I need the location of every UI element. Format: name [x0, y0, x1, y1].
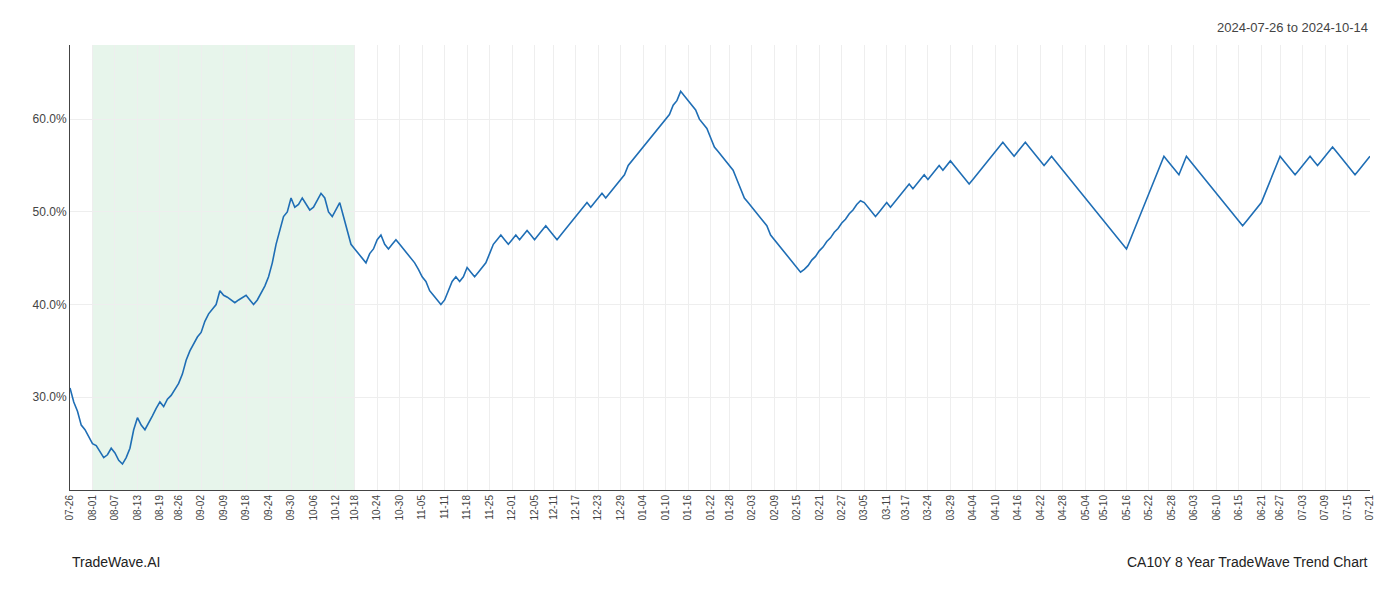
svg-text:12-05: 12-05 [529, 495, 540, 521]
svg-text:10-12: 10-12 [330, 495, 341, 521]
svg-text:11-18: 11-18 [461, 495, 472, 520]
svg-text:01-22: 01-22 [705, 495, 716, 521]
svg-text:02-21: 02-21 [814, 495, 825, 521]
svg-text:2024-07-26 to 2024-10-14: 2024-07-26 to 2024-10-14 [1217, 20, 1368, 35]
svg-text:05-16: 05-16 [1121, 495, 1132, 521]
svg-text:12-01: 12-01 [506, 495, 517, 521]
svg-text:04-04: 04-04 [967, 495, 978, 521]
svg-text:03-11: 03-11 [881, 495, 892, 520]
svg-text:06-15: 06-15 [1233, 495, 1244, 521]
svg-text:08-26: 08-26 [173, 495, 184, 521]
svg-text:01-28: 01-28 [724, 495, 735, 521]
svg-text:07-15: 07-15 [1342, 495, 1353, 521]
svg-text:10-06: 10-06 [308, 495, 319, 521]
svg-text:06-21: 06-21 [1256, 495, 1267, 521]
svg-text:11-11: 11-11 [439, 495, 450, 520]
svg-text:07-21: 07-21 [1364, 495, 1375, 521]
svg-text:04-22: 04-22 [1035, 495, 1046, 521]
svg-text:60.0%: 60.0% [33, 112, 67, 126]
svg-text:08-13: 08-13 [132, 495, 143, 521]
svg-text:07-09: 07-09 [1319, 495, 1330, 521]
svg-text:02-15: 02-15 [791, 495, 802, 521]
svg-text:03-24: 03-24 [922, 495, 933, 521]
svg-text:01-04: 01-04 [637, 495, 648, 521]
svg-text:07-26: 07-26 [64, 495, 75, 521]
svg-text:09-18: 09-18 [240, 495, 251, 521]
svg-text:40.0%: 40.0% [33, 298, 67, 312]
svg-text:02-09: 02-09 [769, 495, 780, 521]
svg-text:04-28: 04-28 [1057, 495, 1068, 521]
svg-text:02-27: 02-27 [836, 495, 847, 521]
svg-text:05-10: 05-10 [1098, 495, 1109, 521]
svg-text:03-29: 03-29 [945, 495, 956, 521]
svg-text:05-28: 05-28 [1166, 495, 1177, 521]
svg-text:08-07: 08-07 [109, 495, 120, 521]
svg-text:08-01: 08-01 [87, 495, 98, 521]
svg-text:10-18: 10-18 [349, 495, 360, 521]
svg-text:TradeWave.AI: TradeWave.AI [72, 554, 160, 570]
svg-text:06-27: 06-27 [1274, 495, 1285, 521]
svg-text:30.0%: 30.0% [33, 390, 67, 404]
svg-text:12-29: 12-29 [615, 495, 626, 521]
svg-text:02-03: 02-03 [746, 495, 757, 521]
svg-text:09-24: 09-24 [263, 495, 274, 521]
svg-text:03-05: 03-05 [858, 495, 869, 521]
svg-text:09-30: 09-30 [285, 495, 296, 521]
svg-text:04-16: 04-16 [1012, 495, 1023, 521]
svg-text:10-24: 10-24 [371, 495, 382, 521]
svg-text:11-25: 11-25 [484, 495, 495, 520]
svg-text:50.0%: 50.0% [33, 205, 67, 219]
svg-text:01-10: 01-10 [660, 495, 671, 521]
svg-text:09-02: 09-02 [195, 495, 206, 521]
svg-text:12-11: 12-11 [548, 495, 559, 520]
svg-text:12-17: 12-17 [570, 495, 581, 521]
svg-text:10-30: 10-30 [394, 495, 405, 521]
svg-text:12-23: 12-23 [592, 495, 603, 521]
svg-text:05-04: 05-04 [1080, 495, 1091, 521]
svg-text:06-03: 06-03 [1188, 495, 1199, 521]
svg-text:09-09: 09-09 [218, 495, 229, 521]
svg-text:CA10Y 8 Year TradeWave Trend C: CA10Y 8 Year TradeWave Trend Chart [1127, 554, 1368, 570]
svg-text:06-10: 06-10 [1211, 495, 1222, 521]
svg-text:04-10: 04-10 [990, 495, 1001, 521]
svg-text:11-05: 11-05 [416, 495, 427, 520]
svg-text:08-19: 08-19 [154, 495, 165, 521]
svg-text:03-17: 03-17 [900, 495, 911, 521]
svg-text:01-16: 01-16 [682, 495, 693, 521]
svg-text:07-03: 07-03 [1297, 495, 1308, 521]
svg-text:05-22: 05-22 [1143, 495, 1154, 521]
